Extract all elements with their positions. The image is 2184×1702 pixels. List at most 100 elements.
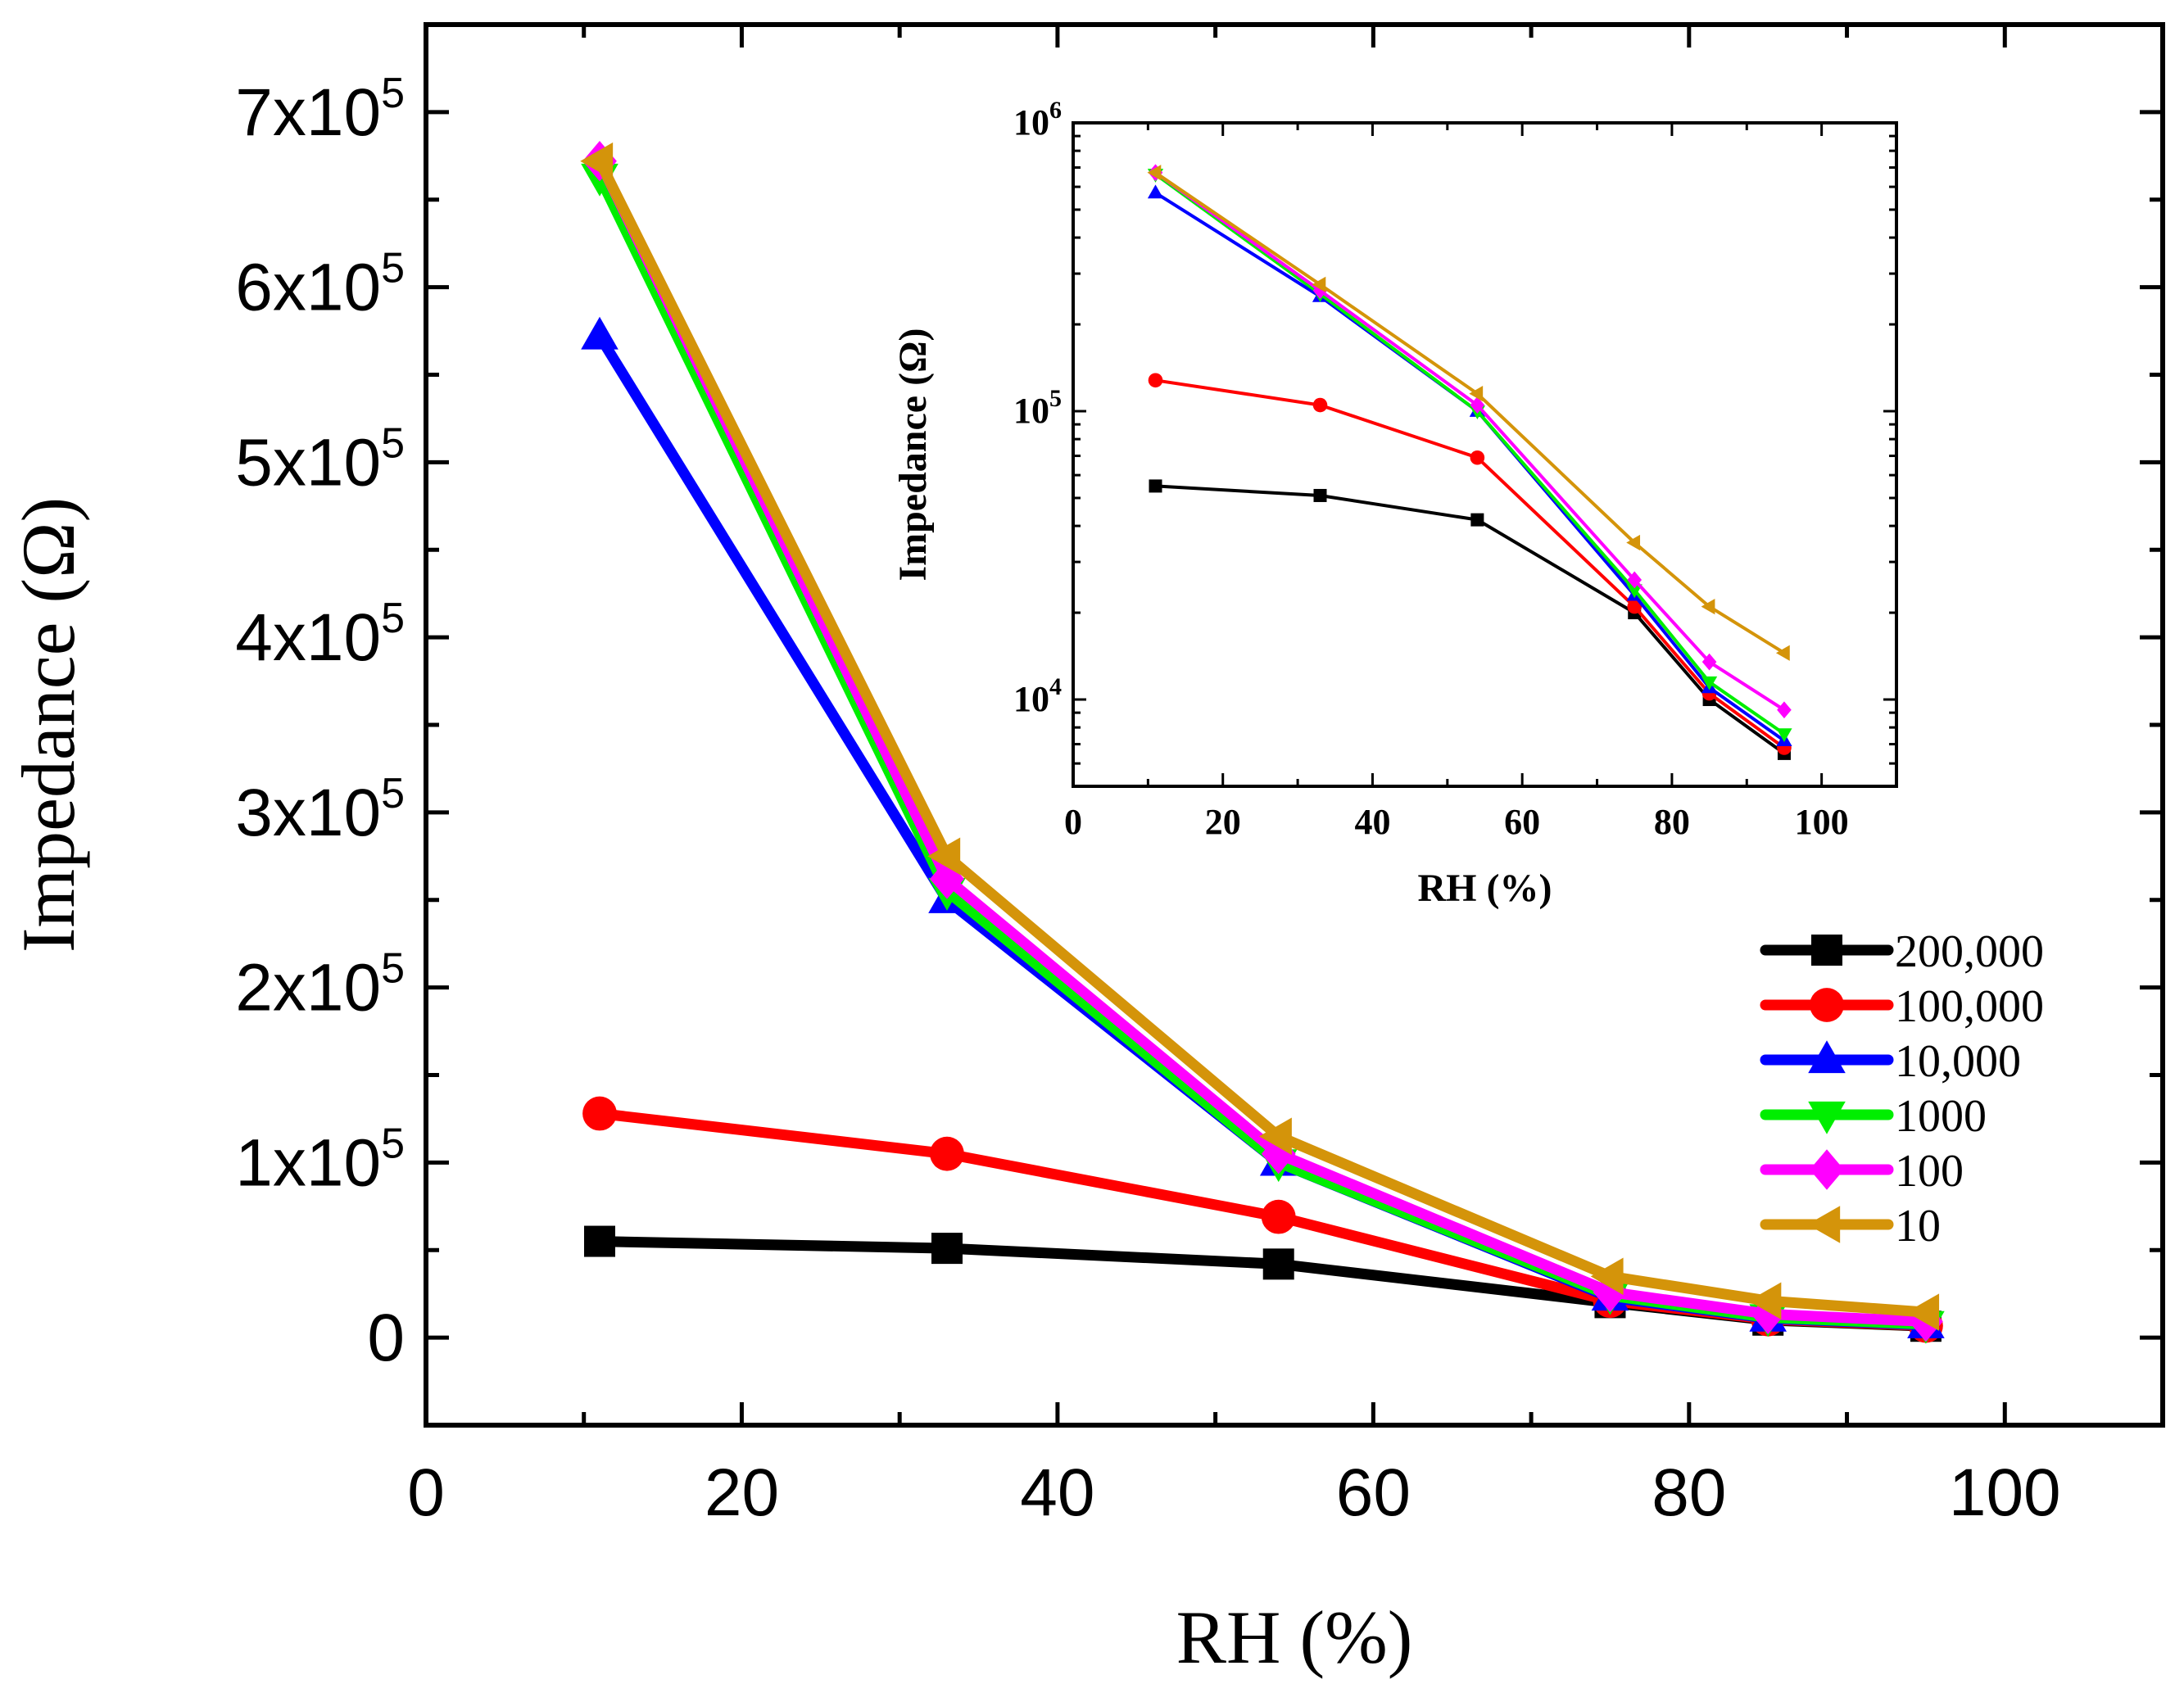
main-y-tick-label-exponent: 5: [381, 770, 405, 817]
inset-data-point: [1470, 513, 1484, 527]
inset-x-tick-label: 60: [1504, 802, 1540, 842]
inset-series-0: [1149, 479, 1791, 760]
main-data-point: [1751, 1293, 1786, 1334]
main-series-line: [594, 156, 1932, 1318]
legend-item: 10: [1760, 1201, 1941, 1252]
main-data-point: [581, 316, 618, 350]
main-y-tick-label-exponent: 5: [381, 70, 405, 117]
inset-x-tick-label: 20: [1205, 802, 1241, 842]
inset-data-point: [1701, 599, 1715, 615]
legend-label: 10,000: [1895, 1036, 2021, 1087]
inset-y-tick-label-mantissa: 10: [1013, 102, 1049, 143]
main-x-tick-label: 0: [407, 1455, 445, 1530]
main-data-point: [1590, 1257, 1624, 1296]
main-y-tick-label-mantissa: 0: [367, 1301, 405, 1375]
inset-series-2: [1147, 184, 1792, 747]
legend-label: 100: [1895, 1146, 1964, 1197]
inset-y-tick-label-exponent: 5: [1049, 385, 1062, 412]
main-x-axis-title: RH (%): [1176, 1596, 1413, 1679]
main-y-axis-title: Impedance (Ω): [7, 497, 90, 953]
main-x-tick-label: 60: [1336, 1455, 1411, 1530]
inset-x-tick-label: 80: [1654, 802, 1690, 842]
inset-y-tick-label: 106: [1013, 97, 1062, 143]
inset-data-point: [1149, 479, 1162, 493]
main-x-tick-label: 20: [705, 1455, 779, 1530]
inset-y-tick-label-exponent: 6: [1049, 97, 1062, 124]
main-series-line: [594, 331, 1932, 1331]
main-y-tick-label: 5x105: [235, 419, 405, 500]
legend-item: 10,000: [1760, 1036, 2021, 1087]
inset-data-point: [1313, 488, 1327, 502]
main-series-3: [581, 163, 1945, 1344]
legend-label: 200,000: [1895, 926, 2044, 977]
inset-x-tick-label: 0: [1064, 802, 1082, 842]
legend-label: 1000: [1895, 1091, 1987, 1142]
main-y-tick-label-mantissa: 3x10: [235, 776, 381, 850]
main-data-point: [927, 837, 961, 876]
legend-item: 100,000: [1760, 981, 2044, 1032]
inset-series-line: [1153, 191, 1786, 743]
inset-x-tick-label: 40: [1354, 802, 1390, 842]
inset-y-axis-title: Impedance (Ω): [891, 328, 935, 581]
inset-x-tick-label: 100: [1795, 802, 1849, 842]
inset-x-axis-title: RH (%): [1418, 867, 1552, 910]
inset-data-point: [1626, 584, 1643, 599]
inset-data-point: [1701, 676, 1718, 690]
main-data-point: [1262, 1248, 1294, 1280]
main-series-0: [584, 1225, 1942, 1342]
main-y-tick-label-exponent: 5: [381, 595, 405, 642]
legend-marker: [1810, 1149, 1844, 1190]
main-data-point: [1593, 1271, 1628, 1313]
main-x-tick-label: 100: [1949, 1455, 2061, 1530]
inset-data-point: [1147, 165, 1162, 181]
main-y-tick-label: 2x105: [235, 945, 405, 1025]
main-y-tick-label: 1x105: [235, 1120, 405, 1200]
inset-series-line: [1153, 172, 1786, 736]
main-y-tick-label: 6x105: [235, 245, 405, 325]
main-y-tick-label-mantissa: 1x10: [235, 1125, 381, 1200]
inset-data-point: [1701, 653, 1717, 671]
main-y-tick-label-exponent: 5: [381, 245, 405, 292]
main-series-2: [581, 316, 1945, 1338]
main-data-point: [582, 1096, 617, 1131]
inset-data-point: [1312, 276, 1326, 292]
main-x-tick-label: 80: [1652, 1455, 1726, 1530]
legend-item: 1000: [1760, 1091, 1987, 1142]
legend-marker: [1808, 1040, 1846, 1074]
main-y-tick-label-exponent: 5: [381, 1120, 405, 1167]
inset-data-point: [1776, 728, 1792, 742]
inset-y-tick-label: 105: [1013, 385, 1062, 431]
inset-data-point: [1626, 534, 1641, 551]
inset-data-point: [1775, 645, 1790, 661]
inset-y-tick-label-mantissa: 10: [1013, 391, 1049, 431]
main-data-point: [1261, 1199, 1296, 1234]
main-data-point: [584, 1225, 615, 1257]
legend-marker: [1808, 1101, 1846, 1134]
main-series-4: [582, 141, 1943, 1342]
main-y-tick-label-mantissa: 5x10: [235, 425, 381, 500]
legend-item: 200,000: [1760, 926, 2044, 977]
inset-y-tick-label: 104: [1013, 673, 1062, 719]
inset-data-point: [1470, 396, 1485, 414]
legend-marker: [1810, 988, 1844, 1022]
inset-y-tick-label-exponent: 4: [1049, 673, 1062, 700]
inset-plot-frame: [1072, 121, 1898, 788]
inset-data-point: [1470, 450, 1485, 465]
inset-data-point: [1312, 397, 1328, 413]
inset-series-line: [1153, 484, 1786, 755]
inset-data-point: [1147, 184, 1164, 199]
main-data-point: [580, 142, 614, 180]
main-data-point: [1748, 1282, 1782, 1320]
main-data-point: [1906, 1293, 1940, 1331]
legend-item: 100: [1760, 1146, 1964, 1197]
inset-series-line: [1153, 378, 1786, 749]
inset-series-1: [1148, 373, 1792, 755]
main-x-tick-label: 40: [1020, 1455, 1094, 1530]
inset-data-point: [1469, 386, 1484, 402]
inset-data-point: [1627, 599, 1643, 614]
legend-marker: [1811, 935, 1842, 966]
main-series-5: [580, 142, 1940, 1331]
